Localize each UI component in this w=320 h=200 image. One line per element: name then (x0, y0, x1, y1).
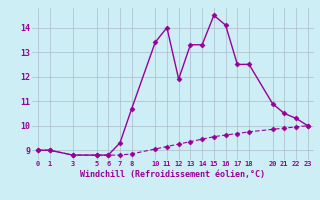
X-axis label: Windchill (Refroidissement éolien,°C): Windchill (Refroidissement éolien,°C) (80, 170, 265, 179)
